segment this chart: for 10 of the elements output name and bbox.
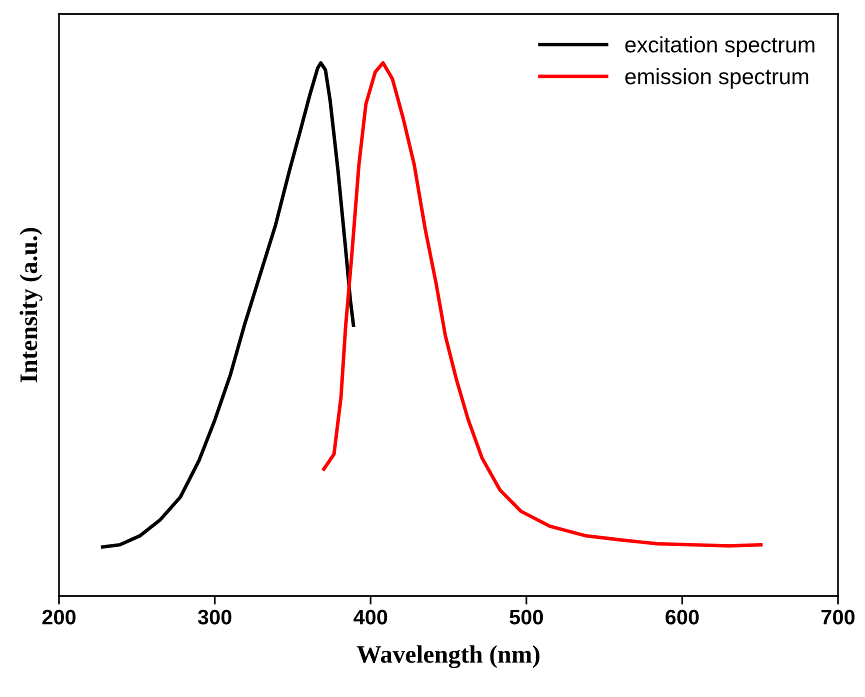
x-tick-label: 300 (198, 610, 232, 625)
x-tick-label: 700 (822, 610, 855, 624)
legend-label: emission spectrum (625, 68, 808, 89)
x-axis-title: Wavelength (nm) (356, 645, 540, 668)
y-axis-title: Intensity (a.u.) (20, 228, 42, 382)
x-tick-label: 500 (510, 610, 543, 624)
x-tick-label: 400 (354, 610, 388, 624)
x-tick-label: 200 (42, 610, 76, 624)
legend-label: excitation spectrum (625, 36, 814, 57)
x-tick-label: 600 (666, 610, 699, 624)
